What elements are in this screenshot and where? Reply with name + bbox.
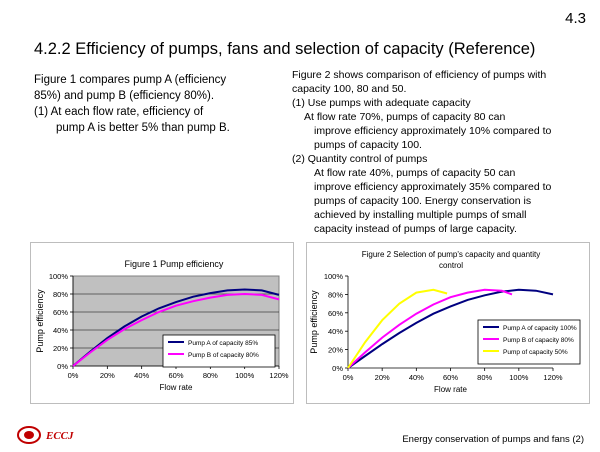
x-tick-label: 20% — [375, 373, 390, 382]
summary-line: At flow rate 70%, pumps of capacity 80 c… — [304, 111, 506, 123]
y-axis-label: Pump efficiency — [35, 289, 45, 353]
series-line — [347, 288, 513, 369]
summary-line: Figure 1 compares pump A (efficiency — [34, 74, 227, 86]
legend-label: Pump of capacity 50% — [503, 349, 568, 356]
eccj-logo-icon — [16, 425, 42, 450]
figure2-chart: Figure 2 Selection of pump's capacity an… — [306, 242, 590, 404]
x-tick-label: 120% — [269, 371, 289, 380]
x-tick-label: 60% — [443, 373, 458, 382]
series-line — [72, 288, 280, 367]
figure1-chart-svg: Figure 1 Pump efficiency 0% 20% 40% 60% 80% 10… — [35, 259, 289, 392]
summary-line: pumps of capacity 100. Energy conservati… — [314, 195, 532, 207]
y-tick-label: 80% — [53, 290, 68, 299]
y-tick-label: 60% — [53, 308, 68, 317]
page-number: 4.3 — [565, 10, 586, 27]
summary-line: capacity 100, 80 and 50. — [292, 83, 407, 95]
x-tick-label: 40% — [409, 373, 424, 382]
x-tick-label: 100% — [509, 373, 529, 382]
x-tick-label: 0% — [343, 373, 354, 382]
y-tick-label: 20% — [328, 346, 343, 355]
summary-line: achieved by installing multiple pumps of… — [314, 209, 527, 221]
x-tick-label: 20% — [100, 371, 115, 380]
y-axis-label: Pump efficiency — [309, 290, 319, 354]
summary-line: At flow rate 40%, pumps of capacity 50 c… — [314, 167, 516, 179]
x-tick-label: 120% — [543, 373, 563, 382]
x-tick-label: 100% — [235, 371, 255, 380]
summary-heading: (1) Use pumps with adequate capacity — [292, 97, 471, 109]
series-line — [347, 288, 448, 369]
legend-label: Pump B of capacity 80% — [503, 337, 574, 344]
y-tick-label: 40% — [53, 326, 68, 335]
eccj-logo-text: ECCJ — [46, 430, 74, 442]
y-tick-label: 100% — [324, 272, 344, 281]
x-tick-label: 80% — [203, 371, 218, 380]
summary-line: 85%) and pump B (efficiency 80%). — [34, 90, 215, 102]
legend-label: Pump A of capacity 100% — [503, 325, 577, 332]
y-tick-label: 40% — [328, 327, 343, 336]
y-tick-label: 60% — [328, 309, 343, 318]
x-tick-label: 60% — [168, 371, 183, 380]
chart-title: Figure 1 Pump efficiency — [125, 259, 224, 269]
summary-line: pump A is better 5% than pump B. — [56, 122, 230, 134]
summary-line: pumps of capacity 100. — [314, 139, 422, 151]
figure1-chart: Figure 1 Pump efficiency 0% 20% 40% 60% 80% 10… — [30, 242, 294, 404]
x-tick-label: 80% — [477, 373, 492, 382]
summary-heading: (2) Quantity control of pumps — [292, 153, 428, 165]
y-tick-label: 20% — [53, 344, 68, 353]
page-title: 4.2.2 Efficiency of pumps, fans and sele… — [34, 40, 536, 58]
x-tick-label: 0% — [68, 371, 79, 380]
summary-line: (1) At each flow rate, efficiency of — [34, 106, 204, 118]
legend-label: Pump B of capacity 80% — [188, 352, 259, 359]
y-tick-label: 0% — [57, 362, 68, 371]
summary-line: improve efficiency approximately 10% com… — [314, 125, 552, 137]
x-tick-label: 40% — [134, 371, 149, 380]
y-tick-label: 80% — [328, 290, 343, 299]
y-tick-label: 0% — [332, 364, 343, 373]
summary-line: improve efficiency approximately 35% com… — [314, 181, 552, 193]
x-axis-label: Flow rate — [160, 383, 193, 392]
chart-title: Figure 2 Selection of pump's capacity an… — [362, 250, 541, 259]
figure2-chart-svg: Figure 2 Selection of pump's capacity an… — [309, 250, 581, 394]
chart-title-line2: control — [439, 261, 463, 270]
summary-line: Figure 2 shows comparison of efficiency … — [292, 69, 547, 81]
summary-line: capacity instead of pumps of large capac… — [314, 223, 517, 235]
footer-caption: Energy conservation of pumps and fans (2… — [402, 434, 584, 445]
figure2-summary: Figure 2 shows comparison of efficiency … — [292, 68, 592, 236]
y-tick-label: 100% — [49, 272, 69, 281]
figure1-summary: Figure 1 compares pump A (efficiency 85%… — [34, 72, 284, 136]
legend-box — [162, 334, 276, 368]
x-axis-label: Flow rate — [434, 385, 467, 394]
series-line — [347, 288, 554, 369]
legend-label: Pump A of capacity 85% — [188, 340, 258, 347]
series-line — [72, 292, 280, 367]
